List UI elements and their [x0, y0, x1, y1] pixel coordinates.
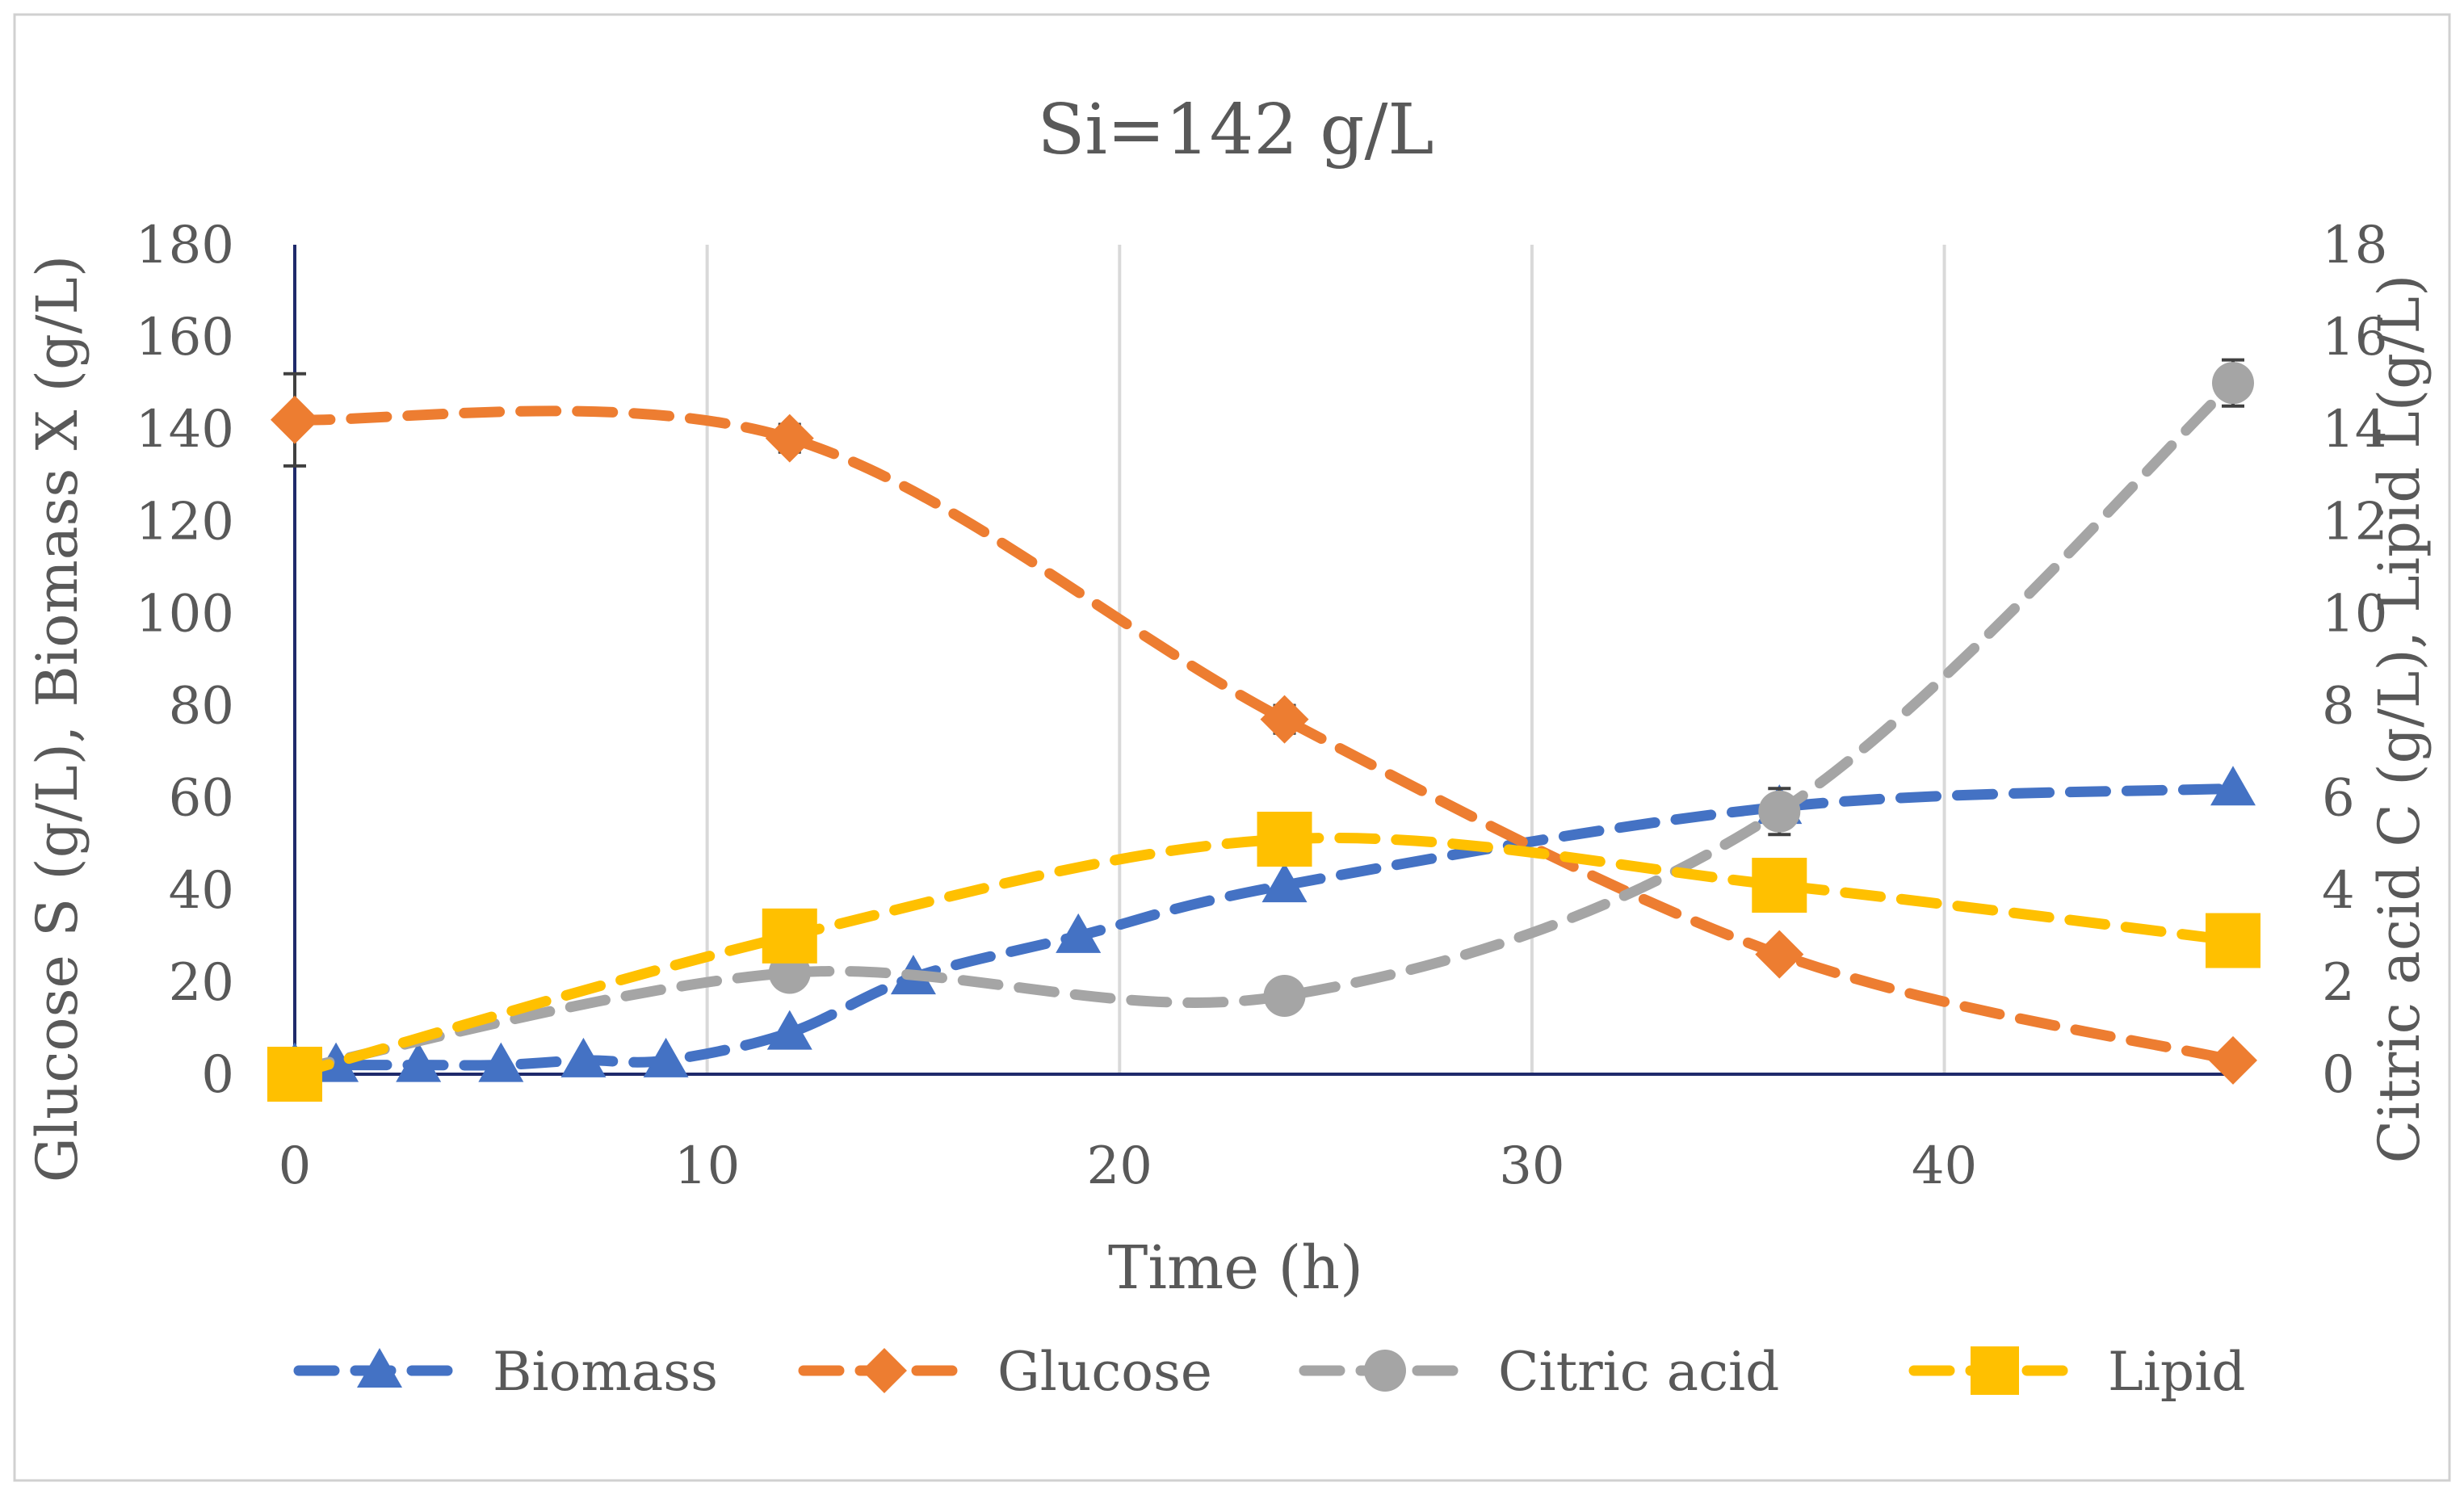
y-right-tick-label: 10 — [2322, 584, 2387, 644]
chart-border — [13, 13, 2451, 1482]
x-tick-label: 10 — [674, 1136, 740, 1196]
lipid-point — [267, 1047, 322, 1102]
x-tick-label: 20 — [1087, 1136, 1152, 1196]
legend-citric-acid-marker — [1364, 1350, 1406, 1392]
x-tick-label: 30 — [1499, 1136, 1564, 1196]
x-tick-label: 40 — [1912, 1136, 1977, 1196]
citric-acid-point — [2212, 362, 2254, 405]
y-right-axis-title: Citric acid C (g/L), Lipid L(g/L) — [2366, 275, 2433, 1164]
biomass-point — [560, 1037, 607, 1077]
y-left-axis-title: Glucose S (g/L), Biomass X (g/L) — [24, 255, 90, 1182]
glucose-point — [1755, 930, 1804, 979]
legend-biomass-marker — [357, 1348, 402, 1388]
lipid-point — [1257, 812, 1312, 867]
biomass-point — [1261, 863, 1308, 903]
legend: Biomass Glucose Citric acid Lipid — [293, 1341, 2246, 1403]
x-tick-label: 0 — [279, 1136, 312, 1196]
y-right-tick-label: 18 — [2322, 216, 2387, 275]
legend-lipid-label: Lipid — [2108, 1341, 2246, 1403]
series-layer — [267, 358, 2260, 1102]
lipid-point — [762, 908, 817, 964]
lipid-line — [289, 833, 2239, 1080]
y-right-tick-label: 4 — [2322, 861, 2355, 921]
y-right-tick-label: 14 — [2322, 400, 2387, 460]
y-left-tick-label: 100 — [136, 584, 234, 644]
gridlines — [705, 245, 1946, 1074]
y-right-tick-label: 0 — [2322, 1045, 2355, 1105]
x-axis-title: Time (h) — [1108, 1233, 1363, 1303]
y-left-tick-label: 180 — [136, 216, 234, 275]
legend-glucose-label: Glucose — [997, 1341, 1212, 1403]
chart-title: Si=142 g/L — [1037, 90, 1433, 170]
y-left-tick-label: 120 — [136, 492, 234, 552]
y-left-tick-label: 80 — [169, 677, 234, 737]
y-left-tick-label: 140 — [136, 400, 234, 460]
y-left-tick-label: 20 — [169, 953, 234, 1013]
y-right-tick-label: 6 — [2322, 769, 2355, 829]
y-left-tick-label: 40 — [169, 861, 234, 921]
biomass-point — [396, 1042, 442, 1082]
lipid-point — [2206, 913, 2260, 968]
citric-acid-point — [1758, 790, 1801, 833]
legend-lipid-marker — [1971, 1346, 2019, 1395]
biomass-point — [766, 1010, 812, 1050]
y-right-tick-label: 2 — [2322, 953, 2355, 1013]
legend-citric-acid-label: Citric acid — [1498, 1341, 1779, 1403]
glucose-point — [2209, 1035, 2257, 1085]
legend-biomass-label: Biomass — [493, 1341, 718, 1403]
citric-acid-point — [1263, 975, 1306, 1018]
biomass-point — [2210, 766, 2256, 806]
y-right-tick-label: 8 — [2322, 677, 2355, 737]
glucose-point — [271, 395, 319, 444]
legend-glucose-marker — [862, 1348, 907, 1393]
y-left-tick-label: 60 — [169, 769, 234, 829]
biomass-point — [1056, 913, 1102, 953]
y-left-tick-label: 0 — [201, 1045, 234, 1105]
glucose-point — [765, 414, 814, 463]
axes: 0 10 20 30 40 0 20 40 60 80 100 120 140 160 180 0 2 4 6 8 10… — [136, 216, 2388, 1196]
biomass-point — [313, 1042, 359, 1082]
y-left-tick-label: 160 — [136, 308, 234, 367]
y-right-tick-label: 16 — [2322, 308, 2387, 367]
y-right-tick-label: 12 — [2322, 492, 2387, 552]
biomass-point — [643, 1037, 689, 1077]
glucose-line — [289, 405, 2239, 1066]
citric-acid-line — [289, 377, 2239, 1075]
glucose-point — [1260, 695, 1309, 744]
lipid-point — [1752, 858, 1807, 913]
biomass-point — [478, 1042, 524, 1082]
